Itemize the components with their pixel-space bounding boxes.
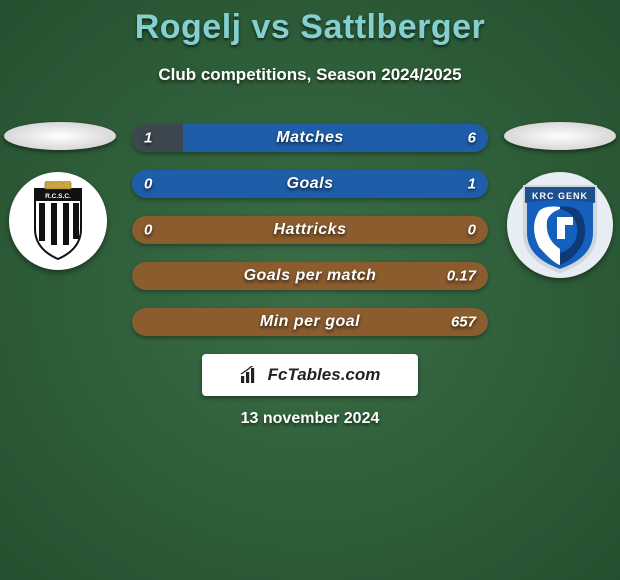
svg-text:R.C.S.C.: R.C.S.C. <box>45 193 71 200</box>
left-club-crest: R.C.S.C. <box>9 172 107 270</box>
svg-text:KRC GENK: KRC GENK <box>532 191 588 201</box>
stat-label: Goals <box>132 175 488 193</box>
page-subtitle: Club competitions, Season 2024/2025 <box>0 65 620 85</box>
stat-row: 00Hattricks <box>132 216 488 244</box>
attribution-text: FcTables.com <box>268 365 381 385</box>
generated-date: 13 november 2024 <box>0 410 620 428</box>
right-club-crest: KRC GENK <box>507 172 613 278</box>
charleroi-crest-icon: R.C.S.C. <box>25 181 91 261</box>
right-player-avatar <box>504 122 616 150</box>
left-player-avatar <box>4 122 116 150</box>
attribution-card: FcTables.com <box>202 354 418 396</box>
left-player-column: R.C.S.C. <box>4 122 116 270</box>
page-title: Rogelj vs Sattlberger <box>0 0 620 47</box>
stat-row: 01Goals <box>132 170 488 198</box>
stat-label: Goals per match <box>132 267 488 285</box>
stat-row: 16Matches <box>132 124 488 152</box>
stat-label: Hattricks <box>132 221 488 239</box>
chart-icon <box>240 366 262 384</box>
stat-row: 657Min per goal <box>132 308 488 336</box>
stats-bars: 16Matches 01Goals 00Hattricks 0.17Goals per… <box>132 124 488 354</box>
right-player-column: KRC GENK <box>504 122 616 278</box>
stat-label: Matches <box>132 129 488 147</box>
comparison-infographic: Rogelj vs Sattlberger Club competitions,… <box>0 0 620 580</box>
stat-row: 0.17Goals per match <box>132 262 488 290</box>
stat-label: Min per goal <box>132 313 488 331</box>
genk-crest-icon: KRC GENK <box>517 177 603 273</box>
